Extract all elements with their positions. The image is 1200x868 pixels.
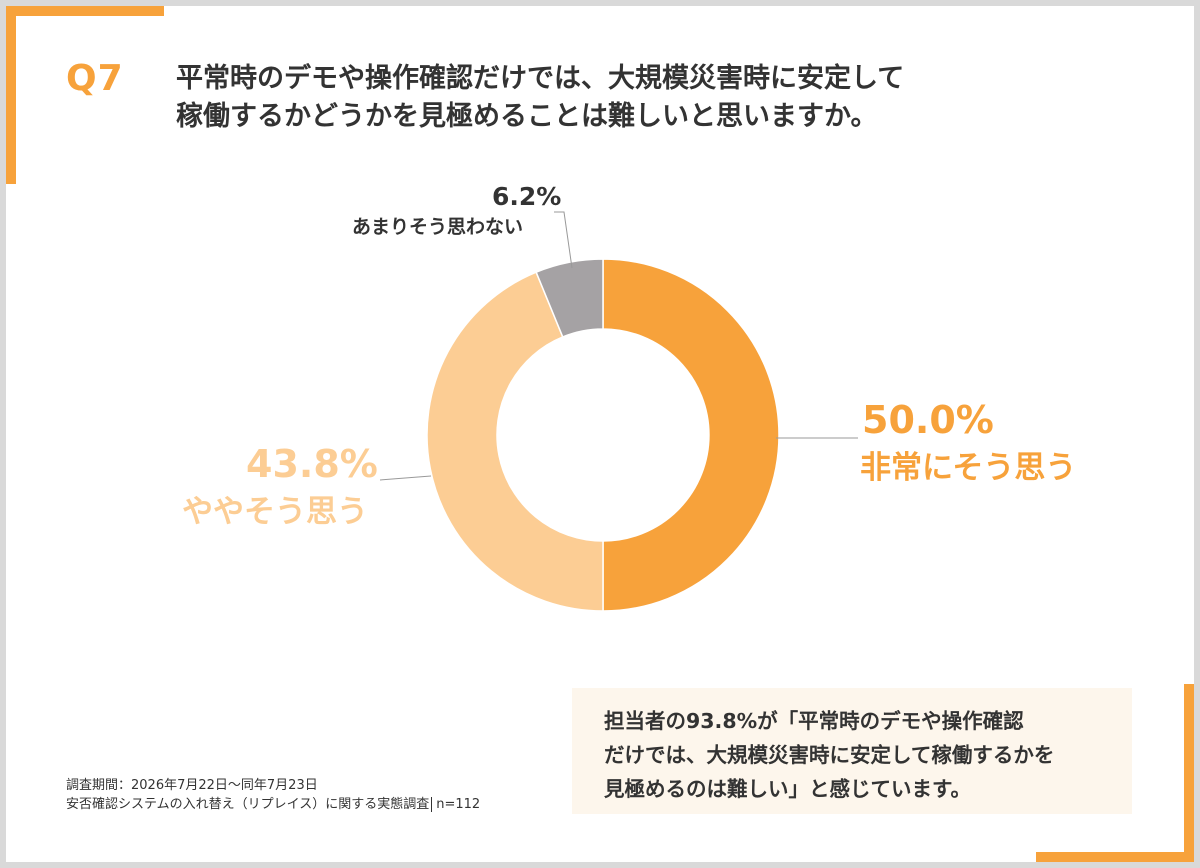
leader-somewhat-agree: [379, 475, 432, 481]
survey-title-line: 安否確認システムの入れ替え（リプレイス）に関する実態調査 n=112: [66, 795, 481, 814]
slice-strongly-agree: [602, 258, 780, 612]
question-text: 平常時のデモや操作確認だけでは、大規模災害時に安定して 稼働するかどうかを見極め…: [176, 60, 1036, 136]
question-line-1: 平常時のデモや操作確認だけでは、大規模災害時に安定して: [176, 63, 905, 94]
summary-box: 担当者の93.8%が「平常時のデモや操作確認 だけでは、大規模災害時に安定して稼…: [572, 688, 1132, 814]
survey-source: 調査期間：2026年7月22日～同年7月23日 安否確認システムの入れ替え（リプ…: [66, 776, 481, 814]
question-line-2: 稼働するかどうかを見極めることは難しいと思いますか。: [176, 101, 878, 132]
slice-label-somewhat-agree: ややそう思う: [182, 494, 368, 530]
leader-not-really: [554, 211, 573, 269]
slice-value-somewhat-agree: 43.8%: [246, 442, 378, 486]
survey-title: 安否確認システムの入れ替え（リプレイス）に関する実態調査: [66, 797, 430, 812]
corner-accent-top-left: [6, 6, 164, 16]
summary-line-1: 担当者の93.8%が「平常時のデモや操作確認: [604, 709, 1024, 733]
sample-size: n=112: [431, 797, 481, 812]
summary-line-3: 見極めるのは難しい」と感じています。: [604, 777, 971, 801]
slice-value-strongly-agree: 50.0%: [862, 398, 994, 442]
survey-period: 調査期間：2026年7月22日～同年7月23日: [66, 778, 318, 793]
slice-somewhat-agree: [426, 271, 604, 612]
question-number: Q7: [66, 58, 124, 99]
summary-line-2: だけでは、大規模災害時に安定して稼働するかを: [604, 743, 1055, 767]
slice-value-not-really: 6.2%: [492, 182, 562, 211]
corner-accent-bottom-right: [1036, 852, 1194, 862]
slide: Q7 平常時のデモや操作確認だけでは、大規模災害時に安定して 稼働するかどうかを…: [6, 6, 1194, 862]
corner-accent-top-left-vertical: [6, 6, 16, 184]
donut-chart: [379, 211, 858, 612]
slice-label-not-really: あまりそう思わない: [352, 216, 524, 238]
corner-accent-bottom-right-vertical: [1184, 684, 1194, 862]
slice-not-really: [535, 258, 604, 338]
slice-label-strongly-agree: 非常にそう思う: [860, 450, 1077, 486]
